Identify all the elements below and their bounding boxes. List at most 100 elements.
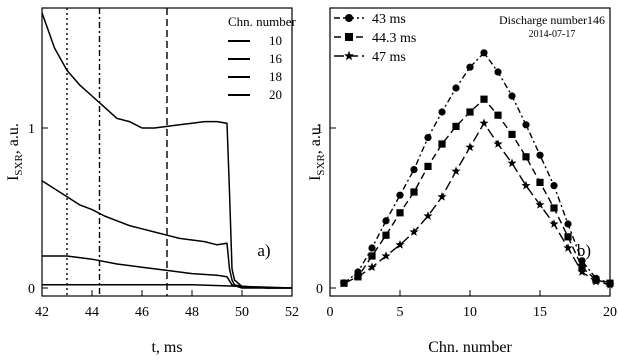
panel-a-vertical-lines [66,8,168,296]
panel-a-series-chn-18 [42,255,292,289]
panel-b-series-0-point [494,68,502,76]
panel-b-series-1-point [452,122,460,130]
panel-a-ytick-label: 0 [28,282,35,297]
panel-b-series-1-point [508,130,516,138]
panel-b-series-0-point [466,63,474,71]
panel-b-xtick-label: 5 [397,305,404,320]
panel-b-series-2-point [381,251,391,260]
panel-a: 42 44 46 48 50 52 0 1 t, ms ISXR, a.u. a) Chn. … [5,7,299,356]
panel-a-ylabel: ISXR, a.u. [5,123,25,181]
panel-b-xtick-label: 10 [463,305,477,320]
panel-b-series-2-point [563,243,573,252]
panel-b-series-line-1 [343,98,611,284]
panel-b-xlabel: Chn. number [428,339,512,356]
panel-b-series-0-point [382,217,390,225]
panel-b-series-2-point [507,158,517,168]
panel-a-ticks: 42 44 46 48 50 52 0 1 [28,122,299,320]
panel-a-xtick-label: 52 [285,305,299,320]
panel-b-series-0-point [452,84,460,92]
panel-b-series-2-point [339,278,349,288]
panel-b-series-0-point [410,166,418,174]
panel-a-xtick-label: 44 [85,305,99,320]
panel-b-series-line-2 [343,121,611,286]
panel-b-series-2-point [591,276,601,286]
panel-b-series-2-point [493,139,503,148]
panel-a-legend-label-20: 20 [269,87,282,102]
panel-b-series-1-point [410,188,418,196]
panel-b-series-1-point [494,111,502,119]
panel-b-label: b) [577,241,591,260]
panel-b-series-0-point [396,191,404,199]
panel-b-series-0-point [508,92,516,100]
panel-b-title: Discharge number146 [499,13,605,27]
panel-b-series-2-point [605,280,615,289]
panel-b-series-0-point [550,182,558,190]
panel-b-series [339,49,615,289]
panel-b-series-2-point [535,200,545,209]
panel-b-series-1-point [438,140,446,148]
panel-a-xtick-label: 46 [135,305,149,320]
panel-b-series-2-point [479,118,489,128]
panel-b-legend-label-2: 47 ms [372,50,406,65]
panel-b-series-0-point [438,108,446,116]
panel-b-series-2-point [423,211,433,220]
panel-b-legend-label-1: 44.3 ms [372,31,416,46]
panel-a-xtick-label: 50 [235,305,249,320]
panel-b-series-line-0 [343,51,611,284]
panel-b-legend-marker-1 [345,33,353,41]
panel-b-xtick-label: 0 [327,305,334,320]
panel-b-series-0-point [424,134,432,142]
panel-a-xlabel: t, ms [151,339,182,356]
panel-a-legend-title: Chn. number [228,14,297,29]
panel-b-series-2-point [577,267,587,276]
panel-b-series-0-point [536,151,544,159]
panel-b-ytick-label: 0 [316,282,323,297]
panel-a-series-chn-10 [41,12,292,289]
panel-b-series-1-point [396,209,404,217]
panel-a-xtick-label: 48 [185,305,199,320]
panel-b-series-1-point [522,153,530,161]
panel-a-series [41,12,293,289]
panel-b-series-1-point [480,95,488,103]
panel-b: 0 5 10 15 20 0 1 Chn. number ISXR, a.u. b) Dis… [307,7,617,356]
panel-b-series-2-point [367,262,377,272]
panel-b-series-1-point [550,204,558,212]
panel-b-series-2-point [409,227,419,236]
panel-b-series-2-point [549,219,559,228]
panel-b-series-2-point [353,272,363,281]
panel-a-xtick-label: 42 [35,305,49,320]
panel-b-series-1-point [564,233,572,241]
panel-b-series-0-point [564,220,572,228]
panel-b-legend-marker-2 [344,50,354,61]
panel-b-series-1-point [382,231,390,239]
panel-b-ylabel: ISXR, a.u. [307,123,327,181]
panel-b-series-0-point [368,244,376,252]
panel-b-ytick-label: 1 [316,122,323,137]
panel-b-ticks: 0 5 10 15 20 0 1 [316,122,617,320]
panel-b-xtick-label: 15 [533,305,547,320]
panel-b-legend: 43 ms 44.3 ms 47 ms [334,12,416,65]
panel-a-series-chn-16 [41,180,292,289]
panel-b-series-1-point [466,108,474,116]
panel-a-ytick-label: 1 [28,122,35,137]
panel-b-legend-marker-0 [345,14,353,22]
panel-b-series-2-point [437,192,447,201]
panel-b-subtitle: 2014-07-17 [529,29,576,40]
panel-b-series-0-point [480,49,488,57]
panel-b-series-0-point [522,121,530,129]
panel-a-legend-label-10: 10 [269,33,282,48]
panel-b-series-1-point [368,252,376,260]
panel-b-xtick-label: 20 [603,305,617,320]
panel-a-legend-label-16: 16 [269,51,283,66]
panel-b-series-2-point [451,166,461,176]
panel-a-legend-entries: 10 16 18 20 [228,33,283,102]
panel-b-series-1-point [424,162,432,170]
panel-a-series-chn-20 [42,284,293,289]
panel-a-label: a) [257,241,270,260]
panel-a-legend: Chn. number 10 16 18 20 [228,14,297,102]
panel-b-series-2-point [395,240,405,249]
panel-b-series-2-point [521,180,531,190]
panel-b-series-1-point [536,178,544,186]
panel-b-series-2-point [465,142,475,152]
